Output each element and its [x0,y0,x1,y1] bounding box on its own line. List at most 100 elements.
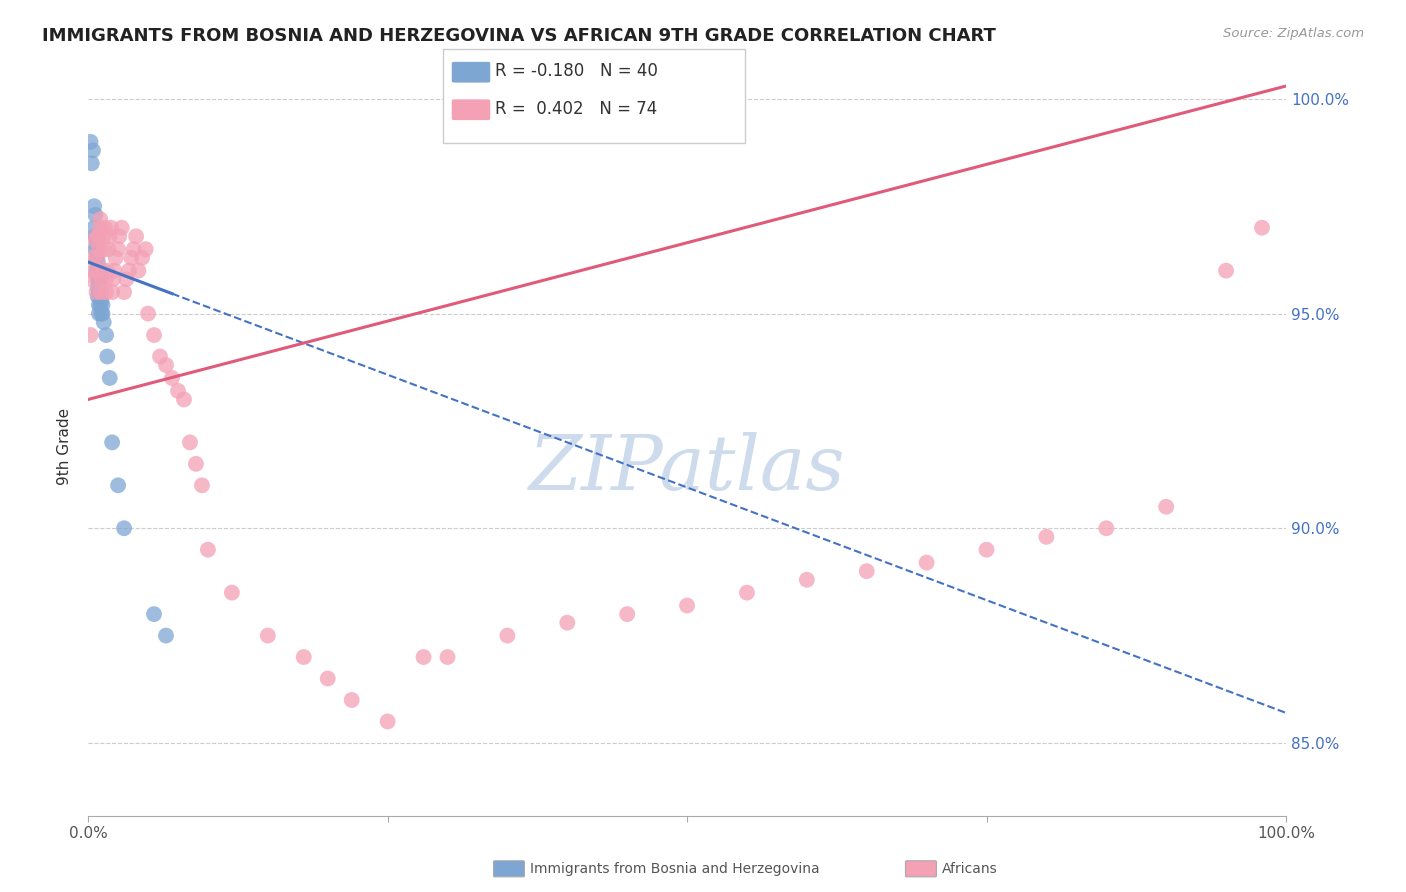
Point [184,457,207,471]
Point [90,293,112,308]
Point [89,220,111,235]
Point [107,478,129,492]
Point [87,255,110,269]
Point [87,272,110,286]
Point [86,229,108,244]
Point [84,208,107,222]
Point [83,199,105,213]
Point [412,650,434,665]
Point [87,263,110,277]
Point [735,585,758,599]
Point [256,629,278,643]
Point [101,435,124,450]
Text: Immigrants from Bosnia and Herzegovina: Immigrants from Bosnia and Herzegovina [530,862,820,876]
Point [125,229,148,244]
Point [87,251,110,265]
Point [100,220,122,235]
Point [104,251,127,265]
Point [112,285,135,299]
Point [292,650,315,665]
Text: R = -0.180   N = 40: R = -0.180 N = 40 [495,62,658,80]
Point [127,263,149,277]
Point [191,478,214,492]
Point [87,242,110,256]
Point [90,307,112,321]
Point [94,272,117,286]
Point [197,542,219,557]
Point [555,615,578,630]
Point [616,607,638,621]
Point [1154,500,1177,514]
Point [179,435,201,450]
Point [82,263,104,277]
Point [436,650,458,665]
Point [120,251,142,265]
Point [89,272,111,286]
Point [79,328,101,343]
Point [107,242,129,256]
Point [167,384,190,398]
Point [94,285,117,299]
Point [976,542,998,557]
Point [915,556,938,570]
Point [89,289,111,303]
Point [676,599,699,613]
Point [160,371,183,385]
Point [80,156,103,170]
Point [86,285,108,299]
Point [98,371,121,385]
Point [96,350,118,364]
Point [89,263,111,277]
Point [84,229,107,244]
Point [122,242,145,256]
Point [86,229,108,244]
Point [90,285,112,299]
Text: Source: ZipAtlas.com: Source: ZipAtlas.com [1223,27,1364,40]
Point [89,298,111,312]
Point [149,350,172,364]
Point [94,220,117,235]
Text: ZIPatlas: ZIPatlas [529,432,845,506]
Point [115,272,138,286]
Point [111,220,134,235]
Point [91,263,114,277]
Point [135,242,157,256]
Point [82,144,104,158]
Text: IMMIGRANTS FROM BOSNIA AND HERZEGOVINA VS AFRICAN 9TH GRADE CORRELATION CHART: IMMIGRANTS FROM BOSNIA AND HERZEGOVINA V… [42,27,995,45]
Point [79,135,101,149]
Point [87,281,110,295]
Point [90,272,112,286]
Point [316,672,339,686]
Point [101,285,124,299]
Point [90,285,112,299]
Point [80,272,103,286]
Point [87,285,110,299]
Text: Africans: Africans [942,862,998,876]
Point [97,242,120,256]
Y-axis label: 9th Grade: 9th Grade [58,409,72,485]
Point [143,328,166,343]
Point [340,693,363,707]
Point [86,238,108,252]
Point [496,629,519,643]
Point [93,315,115,329]
Point [93,229,115,244]
Point [87,229,110,244]
Point [103,263,125,277]
Text: R =  0.402   N = 74: R = 0.402 N = 74 [495,100,657,118]
Point [96,263,118,277]
Point [84,234,107,248]
Point [83,220,105,235]
Point [83,251,105,265]
Point [87,289,110,303]
Point [118,263,141,277]
Point [86,251,108,265]
Point [1095,521,1118,535]
Point [112,521,135,535]
Point [855,564,877,578]
Point [155,629,177,643]
Point [108,229,131,244]
Point [93,242,115,256]
Point [1035,530,1057,544]
Point [87,272,110,286]
